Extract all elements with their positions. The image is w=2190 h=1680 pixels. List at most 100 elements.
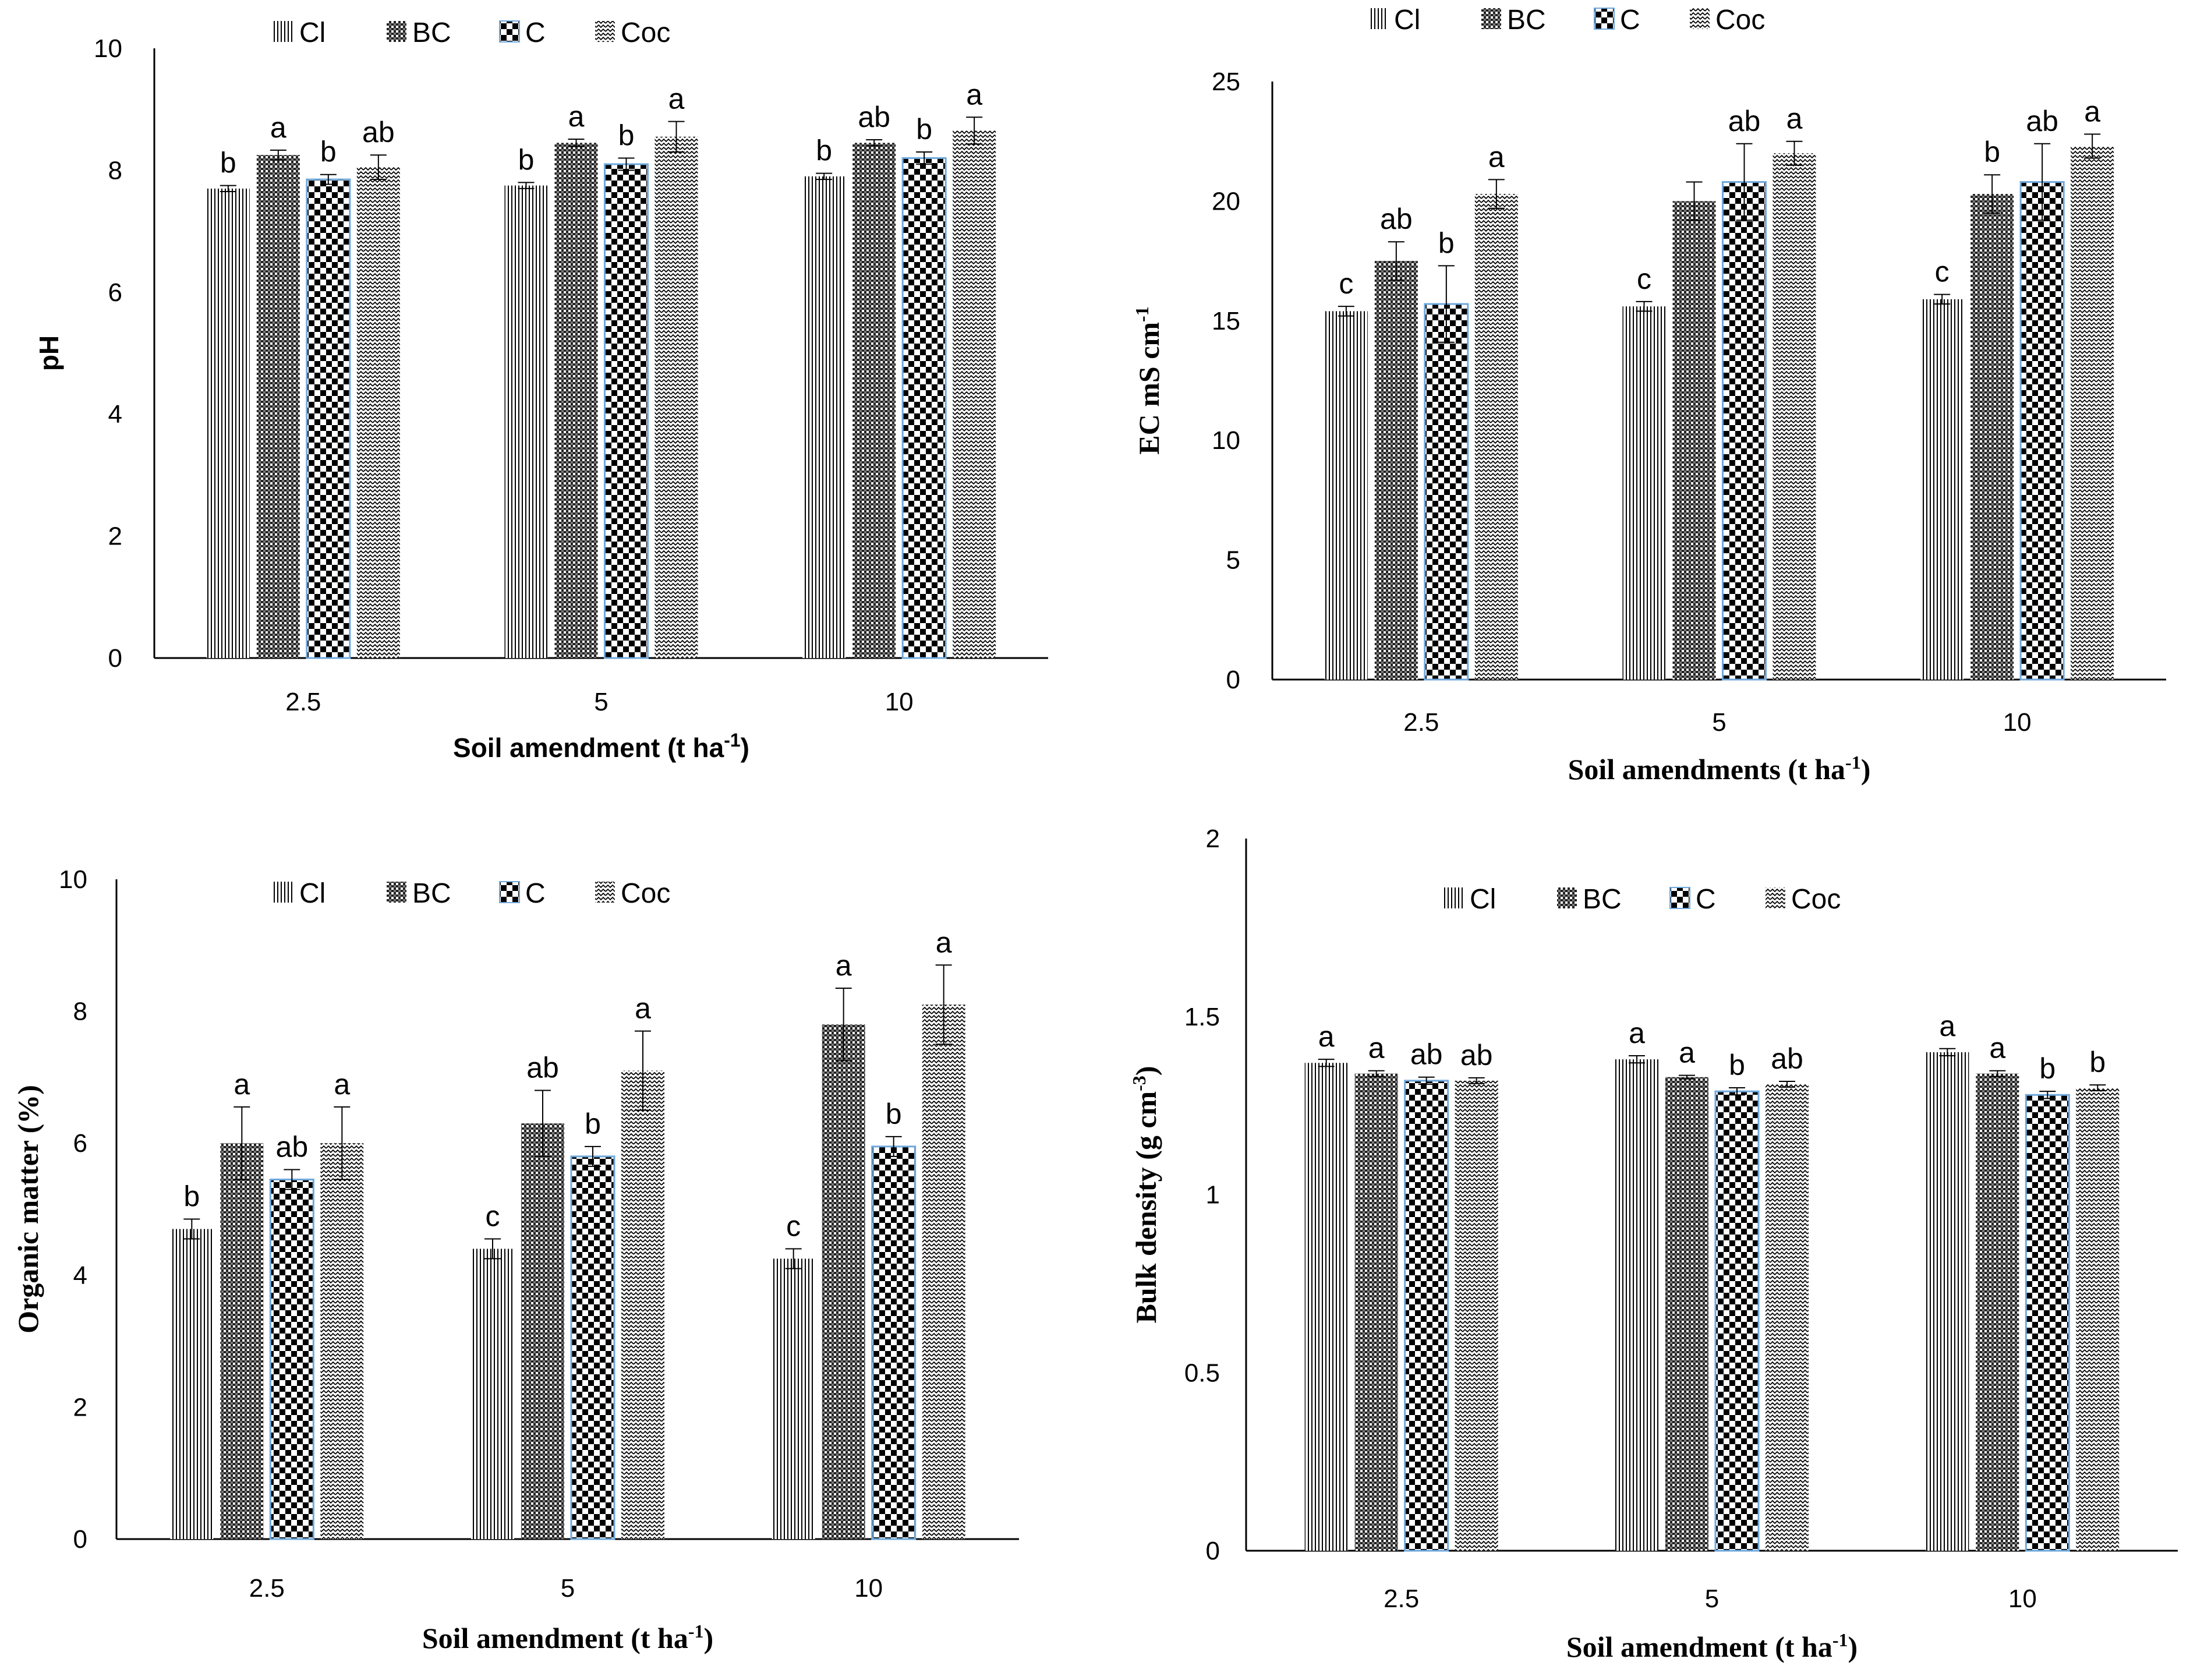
legend: Cl BC C Coc (274, 878, 670, 909)
significance-letter: ab (526, 1052, 559, 1084)
significance-letter: a (1679, 1037, 1695, 1069)
y-axis-title: Bulk density (g cm-3) (1128, 1066, 1162, 1324)
bar-c (306, 178, 351, 659)
significance-letter: ab (362, 116, 395, 148)
bar-cl (1622, 306, 1666, 680)
bar-c (1722, 181, 1767, 681)
significance-letter: c (786, 1209, 801, 1242)
error-bar (585, 1145, 601, 1167)
legend-swatch (1669, 887, 1690, 909)
y-tick-label: 4 (73, 1261, 87, 1290)
error-bar (370, 154, 387, 181)
x-axis-title: Soil amendment (t ha-1) (422, 1621, 713, 1654)
bar-cl (206, 188, 250, 658)
legend-label: Cl (1394, 5, 1420, 36)
legend: Cl BC C Coc (274, 17, 670, 48)
legend-swatch (595, 21, 615, 42)
error-bar (2084, 133, 2101, 159)
legend-item-bc: BC (1557, 884, 1622, 915)
error-bar (816, 172, 833, 181)
significance-letter: ab (1728, 105, 1761, 137)
legend-swatch (499, 881, 520, 903)
significance-letter: c (486, 1200, 500, 1232)
y-tick-label: 0 (108, 644, 122, 673)
bar-bc (220, 1143, 264, 1539)
legend-item-c: C (499, 878, 546, 909)
y-tick-label: 6 (73, 1129, 87, 1158)
significance-letter: ab (1771, 1042, 1803, 1075)
x-tick-label: 10 (2008, 1584, 2037, 1613)
y-tick-label: 5 (1226, 546, 1240, 575)
legend-swatch (387, 21, 406, 42)
legend-item-cl: Cl (274, 878, 326, 909)
significance-letter: a (568, 100, 585, 133)
error-bar (835, 987, 852, 1062)
error-bar (220, 185, 236, 193)
error-bar (618, 157, 635, 171)
significance-letter: a (1939, 1010, 1955, 1042)
significance-letter: ab (1380, 203, 1413, 235)
error-bar (2089, 1084, 2106, 1091)
significance-letter: a (270, 111, 286, 144)
bar-coc (621, 1070, 664, 1539)
legend-label: C (525, 878, 546, 909)
significance-letter: a (668, 83, 685, 115)
legend-label: C (1696, 884, 1716, 915)
x-tick-label: 10 (2003, 708, 2032, 737)
y-tick-label: 0 (73, 1525, 87, 1554)
x-tick-label: 10 (885, 688, 914, 716)
error-bar (320, 174, 337, 185)
bar-cl (1920, 299, 1964, 680)
significance-letter: a (1629, 1017, 1645, 1049)
x-tick-label: 2.5 (1384, 1584, 1419, 1613)
legend-swatch (499, 20, 520, 43)
error-bar (1418, 1076, 1435, 1085)
y-tick-label: 10 (59, 865, 87, 894)
legend-item-coc: Coc (1766, 884, 1841, 915)
legend-swatch (274, 882, 293, 903)
bar-cl (1615, 1059, 1658, 1551)
bar-cl (504, 185, 548, 658)
bar-coc (1455, 1080, 1498, 1551)
bar-bc (1374, 261, 1418, 680)
legend-swatch (1594, 8, 1615, 30)
significance-letter: c (1339, 267, 1353, 300)
error-bar (568, 139, 585, 147)
error-bar (966, 116, 983, 145)
y-tick-label: 0.5 (1184, 1359, 1220, 1387)
bar-coc (654, 136, 698, 658)
error-bar (270, 149, 286, 161)
error-bar (1686, 181, 1703, 221)
bar-cl (471, 1248, 514, 1539)
error-bar (1318, 1059, 1335, 1067)
bar-c (1424, 303, 1469, 681)
x-tick-label: 5 (1705, 1584, 1719, 1613)
error-bar (2039, 1091, 2056, 1099)
legend-label: Cl (1470, 884, 1496, 915)
significance-letter: a (334, 1068, 350, 1101)
significance-letter: a (836, 949, 852, 982)
y-tick-label: 2 (73, 1393, 87, 1421)
y-tick-label: 8 (73, 998, 87, 1026)
error-bar (1786, 140, 1803, 166)
legend-item-bc: BC (387, 878, 451, 909)
bar-c (570, 1155, 615, 1540)
y-axis-title: Organic matter (%) (12, 1085, 44, 1334)
significance-letter: b (618, 119, 635, 151)
significance-letter: a (635, 992, 651, 1025)
significance-letter: a (966, 78, 982, 111)
x-tick-label: 10 (854, 1574, 883, 1603)
legend-item-bc: BC (1481, 5, 1546, 36)
bar-cl (1324, 311, 1368, 680)
bar-bc (256, 155, 300, 659)
bar-c (2025, 1094, 2070, 1552)
legend-swatch (1557, 887, 1577, 908)
x-axis-title: Soil amendment (t ha-1) (1566, 1629, 1858, 1663)
y-tick-label: 6 (108, 278, 122, 307)
significance-letter: a (1786, 102, 1803, 135)
error-bar (2034, 143, 2051, 221)
error-bar (1388, 241, 1404, 281)
